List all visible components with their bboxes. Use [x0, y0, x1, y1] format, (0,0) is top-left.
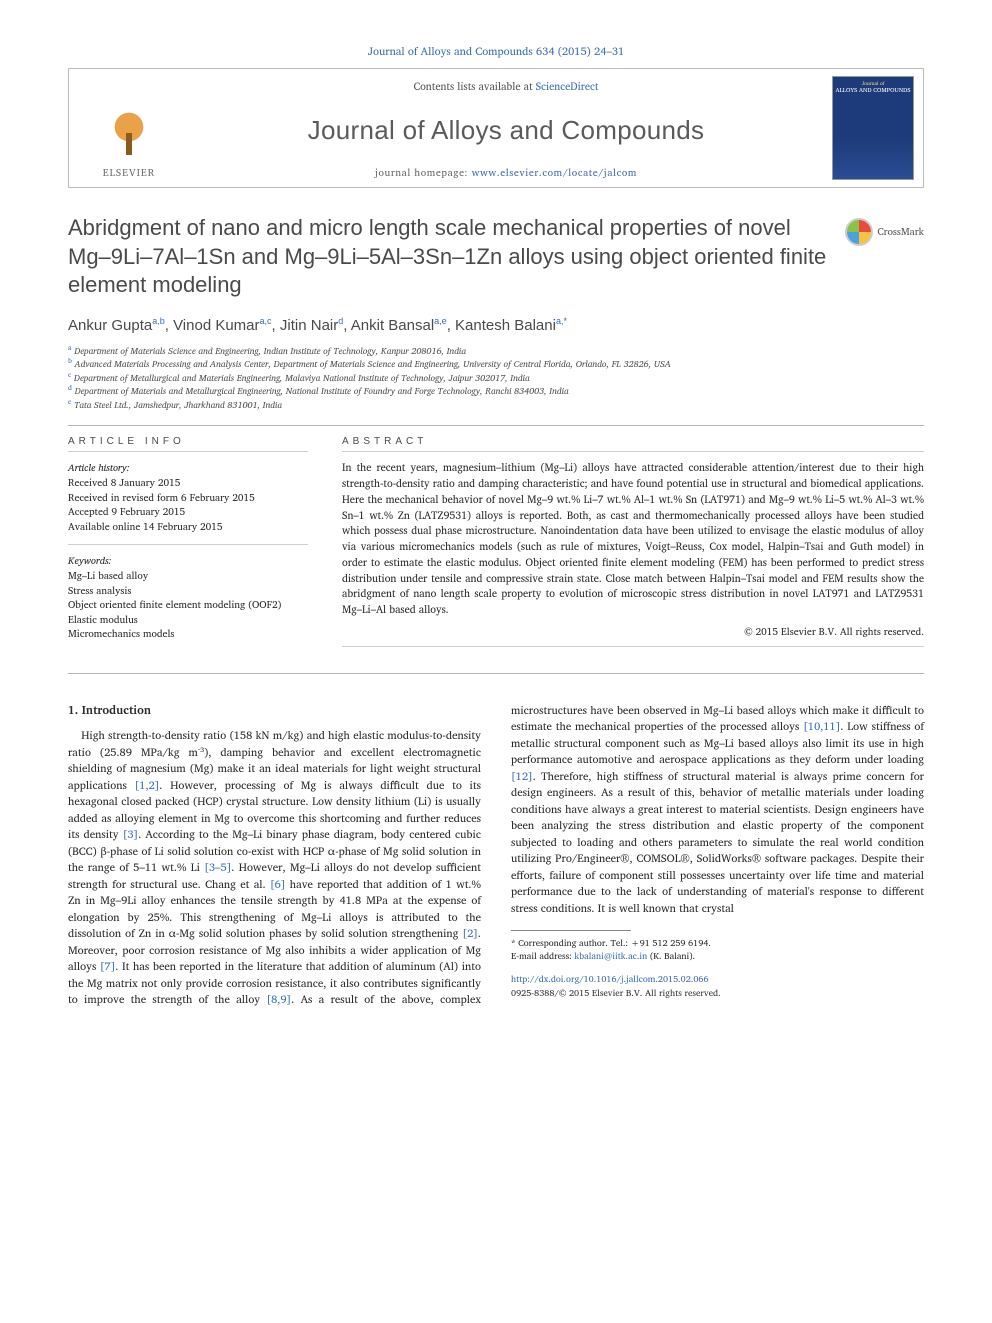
keyword-item: Object oriented finite element modeling … — [68, 598, 308, 613]
publisher-block: ELSEVIER — [69, 69, 189, 187]
keyword-item: Elastic modulus — [68, 613, 308, 628]
author-affil-marker: a,e — [434, 316, 447, 326]
affiliation-line: d Department of Materials and Metallurgi… — [68, 384, 924, 398]
author-affil-marker: d — [338, 316, 343, 326]
article-title: Abridgment of nano and micro length scal… — [68, 214, 833, 300]
contents-prefix: Contents lists available at — [414, 77, 536, 95]
divider — [342, 451, 924, 452]
author-affil-marker: a,c — [260, 316, 272, 326]
crossmark-icon — [845, 218, 873, 246]
article-history: Received 8 January 2015Received in revis… — [68, 476, 308, 534]
citation-link[interactable]: [6] — [270, 875, 286, 893]
email-label: E-mail address: — [511, 948, 574, 963]
section-heading-introduction: 1. Introduction — [68, 702, 481, 719]
journal-cover-thumbnail: Journal of ALLOYS AND COMPOUNDS — [832, 76, 914, 180]
divider — [68, 451, 308, 452]
history-line: Accepted 9 February 2015 — [68, 505, 308, 520]
keyword-item: Stress analysis — [68, 584, 308, 599]
issn-copyright: 0925-8388/© 2015 Elsevier B.V. All right… — [511, 986, 924, 1000]
elsevier-tree-icon — [99, 103, 159, 163]
author-affil-marker: a,b — [152, 316, 165, 326]
journal-banner: ELSEVIER Contents lists available at Sci… — [68, 68, 924, 188]
history-heading: Article history: — [68, 460, 308, 476]
authors-line: Ankur Guptaa,b, Vinod Kumara,c, Jitin Na… — [68, 316, 924, 334]
citation-link[interactable]: [10,11] — [803, 717, 840, 735]
citation-link[interactable]: [1,2] — [135, 776, 160, 794]
affiliation-line: e Tata Steel Ltd., Jamshedpur, Jharkhand… — [68, 398, 924, 412]
keywords-heading: Keywords: — [68, 553, 308, 569]
abstract-label: ABSTRACT — [342, 436, 924, 447]
divider — [68, 673, 924, 674]
abstract-copyright: © 2015 Elsevier B.V. All rights reserved… — [342, 624, 924, 640]
crossmark-label: CrossMark — [877, 224, 924, 240]
citation-link[interactable]: [2] — [462, 924, 478, 942]
history-line: Available online 14 February 2015 — [68, 520, 308, 535]
divider — [68, 425, 924, 426]
homepage-line: journal homepage: www.elsevier.com/locat… — [193, 165, 819, 181]
affiliation-line: a Department of Materials Science and En… — [68, 344, 924, 358]
crossmark-widget[interactable]: CrossMark — [845, 218, 924, 246]
author-name: Vinod Kumar — [173, 317, 259, 334]
email-author: (K. Balani). — [647, 948, 695, 963]
divider — [342, 646, 924, 647]
history-line: Received in revised form 6 February 2015 — [68, 491, 308, 506]
article-info-label: ARTICLE INFO — [68, 436, 308, 447]
journal-name: Journal of Alloys and Compounds — [193, 115, 819, 146]
divider — [68, 544, 308, 545]
citation-link[interactable]: [7] — [100, 957, 116, 975]
keyword-item: Micromechanics models — [68, 627, 308, 642]
homepage-link[interactable]: www.elsevier.com/locate/jalcom — [472, 165, 637, 181]
keywords-list: Mg–Li based alloyStress analysisObject o… — [68, 569, 308, 642]
affiliations: a Department of Materials Science and En… — [68, 344, 924, 412]
citation-link[interactable]: [3–5] — [204, 858, 231, 876]
footnote-divider — [511, 930, 631, 931]
author-affil-marker: a,* — [556, 316, 567, 326]
citation-link[interactable]: [12] — [511, 767, 533, 785]
body-text: . Therefore, high stiffness of structura… — [511, 767, 924, 917]
email-link[interactable]: kbalani@iitk.ac.in — [574, 948, 647, 963]
citation-link[interactable]: [3] — [123, 825, 139, 843]
affiliation-line: c Department of Metallurgical and Materi… — [68, 371, 924, 385]
keyword-item: Mg–Li based alloy — [68, 569, 308, 584]
author-name: Ankur Gupta — [68, 317, 152, 334]
author-name: Jitin Nair — [280, 317, 338, 334]
author-name: Ankit Bansal — [351, 317, 434, 334]
contents-line: Contents lists available at ScienceDirec… — [193, 77, 819, 95]
corresponding-author-footnote: * Corresponding author. Tel.: +91 512 25… — [511, 937, 924, 962]
cover-main-label: ALLOYS AND COMPOUNDS — [835, 87, 911, 94]
homepage-prefix: journal homepage: — [375, 165, 472, 181]
affiliation-line: b Advanced Materials Processing and Anal… — [68, 357, 924, 371]
citation-link[interactable]: [8,9] — [266, 990, 291, 1008]
abstract-text: In the recent years, magnesium–lithium (… — [342, 460, 924, 618]
doi-link[interactable]: http://dx.doi.org/10.1016/j.jallcom.2015… — [511, 972, 924, 986]
top-citation: Journal of Alloys and Compounds 634 (201… — [68, 42, 924, 60]
sciencedirect-link[interactable]: ScienceDirect — [536, 77, 599, 95]
author-name: Kantesh Balani — [455, 317, 556, 334]
publisher-name: ELSEVIER — [103, 165, 155, 181]
history-line: Received 8 January 2015 — [68, 476, 308, 491]
